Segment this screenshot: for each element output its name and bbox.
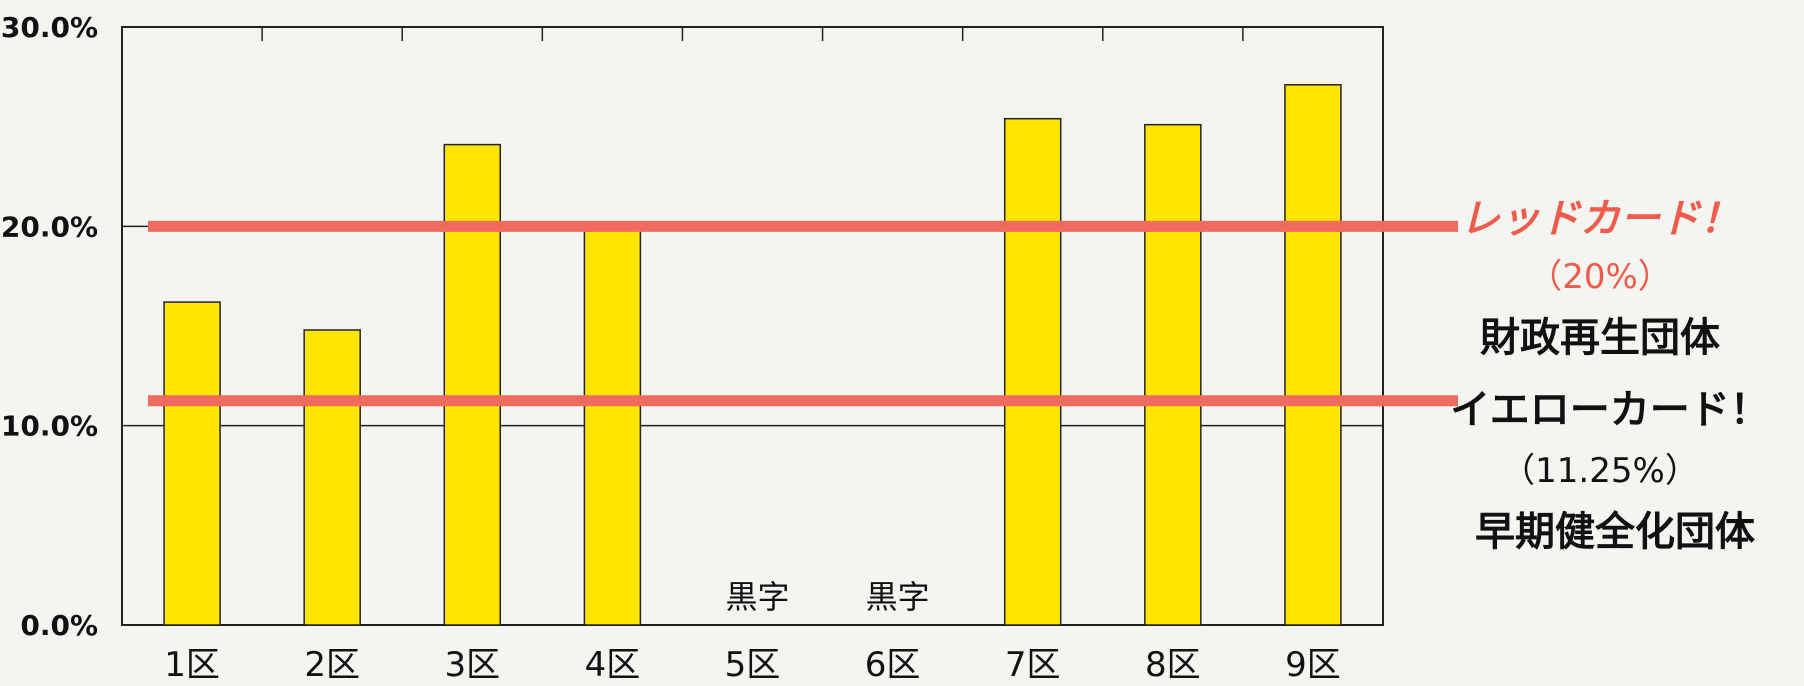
x-tick-label: 2区 <box>304 645 360 685</box>
x-tick-label: 5区 <box>725 645 781 685</box>
x-tick-label: 1区 <box>164 645 220 685</box>
yellow-card-percent: （11.25%） <box>1501 451 1699 491</box>
bar <box>303 329 361 626</box>
x-tick-label: 4区 <box>585 645 641 685</box>
bar <box>1284 84 1342 626</box>
red-card-category: 財政再生団体 <box>1480 315 1720 361</box>
x-tick-label: 9区 <box>1285 645 1341 685</box>
bar <box>1144 123 1202 626</box>
x-tick-label: 3区 <box>444 645 500 685</box>
y-tick-label: 20.0% <box>1 210 98 243</box>
yellow-card-category: 早期健全化団体 <box>1475 509 1755 555</box>
bar <box>1003 117 1062 626</box>
bar <box>583 223 642 626</box>
threshold-lines <box>148 220 1458 407</box>
bar-note: 黒字 <box>725 578 789 616</box>
bar-notes: 黒字 黒字 <box>725 578 929 616</box>
x-tick-label: 6区 <box>865 645 921 685</box>
threshold-legend: レッドカード！ （20%） 財政再生団体 イエローカード！ （11.25%） 早… <box>1450 196 1770 555</box>
plot-frame <box>121 26 1384 626</box>
x-tick-label: 7区 <box>1005 645 1061 685</box>
bar-note: 黒字 <box>866 578 930 616</box>
x-tick-label: 8区 <box>1145 645 1201 685</box>
y-axis-ticks: 0.0% 10.0% 20.0% 30.0% <box>1 11 98 642</box>
bar <box>163 301 221 626</box>
y-tick-label: 30.0% <box>1 11 98 44</box>
y-tick-label: 0.0% <box>20 609 98 642</box>
yellow-card-label: イエローカード！ <box>1450 387 1770 433</box>
y-tick-label: 10.0% <box>1 410 98 443</box>
bar <box>443 143 502 626</box>
x-axis-ticks: 1区 2区 3区 4区 5区 6区 7区 8区 9区 <box>164 27 1341 685</box>
red-card-label: レッドカード！ <box>1460 196 1740 242</box>
red-card-percent: （20%） <box>1528 257 1672 297</box>
bars <box>163 84 1342 626</box>
